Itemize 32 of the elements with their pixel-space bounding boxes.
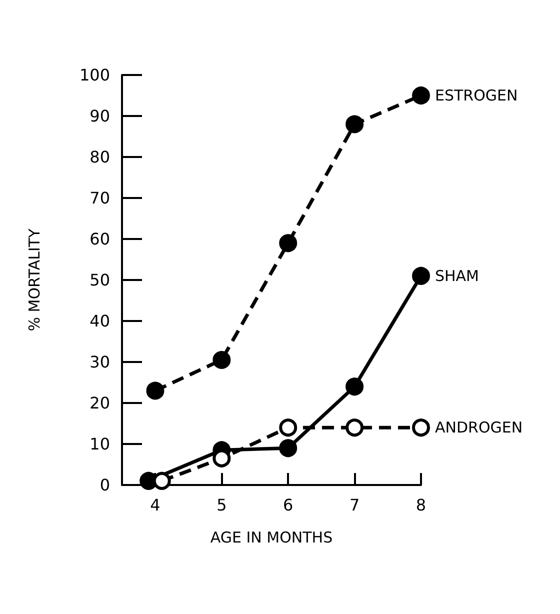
point — [412, 266, 430, 285]
point — [146, 382, 164, 400]
x-tick-label: 8 — [416, 496, 426, 514]
y-tick-label: 30 — [90, 352, 110, 372]
y-tick-label: 60 — [90, 230, 110, 248]
y-tick-label: 20 — [90, 394, 110, 412]
y-axis-title: % MORTALITY — [26, 228, 44, 332]
series-label: SHAM — [435, 266, 480, 285]
y-tick-label: 70 — [90, 188, 110, 208]
x-axis-title: AGE IN MONTHS — [210, 528, 333, 546]
y-tick-label: 90 — [90, 106, 110, 126]
y-tick-label: 100 — [79, 66, 110, 84]
x-tick-label: 4 — [150, 496, 160, 514]
y-tick-label: 80 — [90, 148, 110, 166]
x-tick-label: 7 — [349, 496, 360, 514]
series-label: ANDROGEN — [435, 418, 523, 437]
point — [212, 350, 231, 369]
x-tick-label: 5 — [216, 496, 227, 514]
x-tick-label: 6 — [283, 496, 294, 514]
y-tick-label: 40 — [90, 312, 110, 330]
point — [279, 418, 298, 437]
point — [346, 115, 364, 134]
series-label: ESTROGEN — [435, 86, 518, 104]
y-tick-label: 0 — [100, 476, 110, 494]
point — [412, 86, 430, 104]
y-tick-label: 10 — [90, 434, 110, 454]
point — [279, 439, 298, 458]
point — [346, 378, 364, 396]
y-tick-label: 50 — [90, 270, 110, 290]
point — [412, 418, 430, 437]
point — [279, 234, 298, 252]
point — [346, 418, 364, 437]
